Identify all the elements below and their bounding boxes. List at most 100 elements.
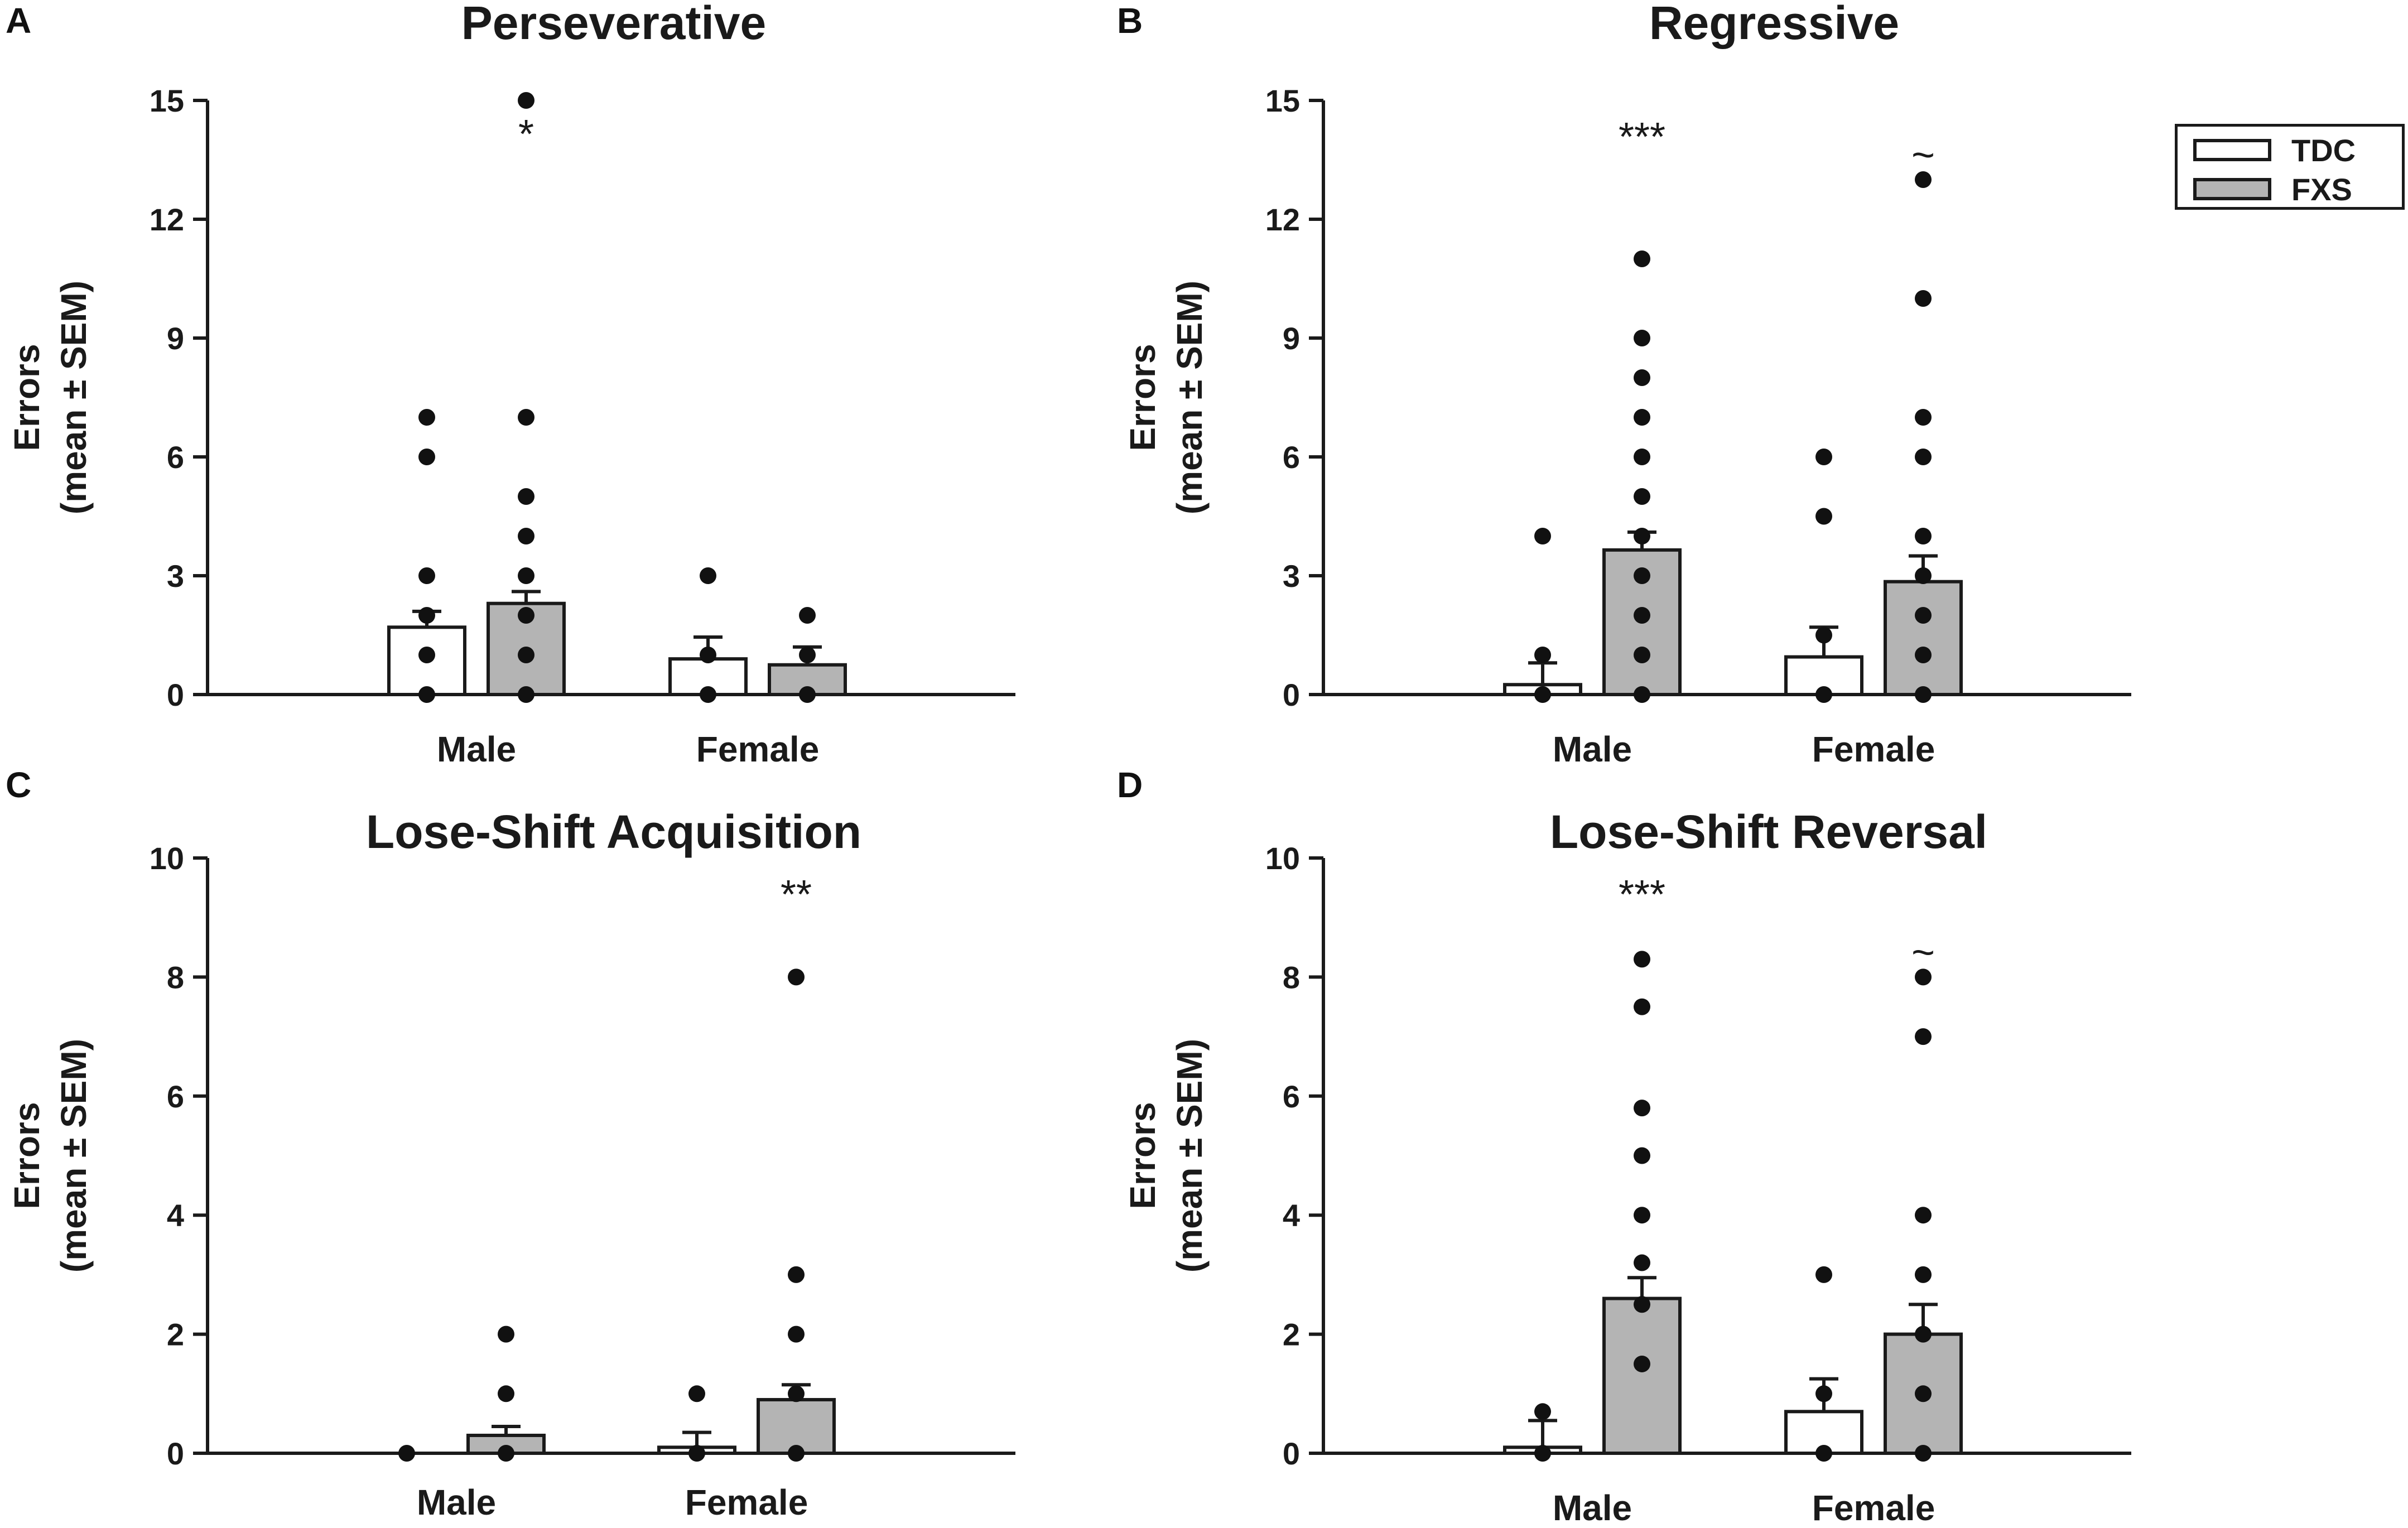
y-tick-label: 4: [167, 1198, 184, 1233]
data-point: [1915, 968, 1932, 986]
data-point: [1815, 449, 1832, 465]
data-point: [1634, 951, 1650, 968]
data-point: [518, 607, 534, 624]
data-point: [1534, 528, 1551, 544]
y-axis-label-line: (mean ± SEM): [1169, 1039, 1210, 1272]
data-point: [518, 528, 534, 544]
data-point: [1915, 1385, 1932, 1402]
data-point: [1634, 488, 1650, 505]
data-point: [1634, 1207, 1650, 1224]
data-point: [1815, 1266, 1832, 1283]
data-point: [518, 567, 534, 584]
chart-title: Lose-Shift Acquisition: [366, 806, 861, 858]
y-tick-label: 8: [1283, 960, 1300, 995]
data-point: [418, 686, 435, 703]
chart-title: Lose-Shift Reversal: [1550, 806, 1987, 858]
data-point: [498, 1445, 514, 1462]
y-tick-label: 12: [1265, 202, 1300, 237]
y-tick-label: 2: [167, 1317, 184, 1352]
y-tick-label: 15: [150, 83, 184, 118]
x-tick-label: Female: [1812, 729, 1935, 769]
legend-label: FXS: [2291, 171, 2352, 207]
data-point: [418, 607, 435, 624]
chart-perseverative: Perseverative Errors (mean ± SEM) 0 3 6 9 12 15 M…: [7, 0, 1015, 769]
data-point: [1634, 369, 1650, 386]
data-point: [788, 1445, 805, 1462]
significance-marker: ~: [1911, 133, 1935, 177]
legend: TDC FXS: [2175, 124, 2405, 210]
y-axis-label: Errors (mean ± SEM): [1123, 281, 1210, 514]
y-tick-label: 9: [167, 321, 184, 356]
data-point: [688, 1445, 705, 1462]
data-point: [1915, 607, 1932, 624]
y-axis-label-line: (mean ± SEM): [54, 281, 94, 514]
data-point: [1915, 449, 1932, 465]
data-point: [1634, 1147, 1650, 1164]
data-point: [1534, 1445, 1551, 1462]
y-axis-label: Errors (mean ± SEM): [7, 1039, 94, 1272]
data-point: [1634, 250, 1650, 267]
data-point: [1915, 528, 1932, 544]
x-tick-label: Male: [1553, 729, 1632, 769]
data-point: [688, 1385, 705, 1402]
bar-fxs-female: [768, 663, 847, 696]
data-point: [1634, 528, 1650, 544]
panel-c: C Lose-Shift Acquisition Errors (mean ± SE…: [0, 764, 1116, 1528]
legend-item-fxs: FXS: [2193, 171, 2352, 207]
significance-marker: *: [518, 112, 534, 157]
data-point: [788, 968, 805, 986]
data-point: [1634, 1296, 1650, 1313]
y-axis-label-line: Errors: [7, 1102, 47, 1209]
y-tick-label: 12: [150, 202, 184, 237]
panel-letter: C: [6, 765, 32, 805]
x-tick-label: Male: [417, 1482, 496, 1522]
x-tick-label: Male: [437, 729, 516, 769]
data-point: [1634, 409, 1650, 426]
y-axis-label-line: (mean ± SEM): [1169, 281, 1210, 514]
y-tick-label: 0: [1283, 677, 1300, 712]
data-point: [1634, 647, 1650, 663]
data-point: [1534, 647, 1551, 663]
data-point: [518, 409, 534, 426]
bar-fxs-female: [1884, 580, 1963, 697]
y-axis-label-line: Errors: [1123, 1102, 1163, 1209]
y-tick-label: 0: [167, 1436, 184, 1471]
y-tick-label: 0: [167, 677, 184, 712]
significance-marker: ~: [1911, 930, 1935, 975]
data-point: [1915, 1266, 1932, 1283]
data-point: [799, 607, 816, 624]
data-point: [1815, 508, 1832, 525]
data-point: [1915, 409, 1932, 426]
data-point: [1815, 1445, 1832, 1462]
data-point: [418, 647, 435, 663]
chart-lose-shift-acquisition: Lose-Shift Acquisition Errors (mean ± SEM)…: [7, 806, 1015, 1522]
data-point: [799, 686, 816, 703]
data-point: [498, 1325, 514, 1343]
data-point: [1634, 998, 1650, 1015]
data-point: [398, 1445, 415, 1462]
y-tick-label: 3: [167, 558, 184, 594]
y-tick-label: 2: [1283, 1317, 1300, 1352]
data-point: [518, 686, 534, 703]
y-tick-label: 15: [1265, 83, 1300, 118]
data-point: [700, 647, 716, 663]
data-point: [1634, 1100, 1650, 1117]
x-tick-label: Female: [1812, 1488, 1935, 1528]
chart-regressive: Regressive Errors (mean ± SEM) 0 3 6 9 12 15 Male…: [1123, 0, 2131, 769]
data-point: [418, 409, 435, 426]
y-axis-label-line: Errors: [1123, 344, 1163, 451]
data-point: [1915, 686, 1932, 703]
data-point: [1634, 686, 1650, 703]
panel-a: A Perseverative Errors (mean ± SEM) 0 3 6 9 12 1…: [0, 0, 1116, 769]
data-point: [1815, 1385, 1832, 1402]
y-tick-label: 8: [167, 960, 184, 995]
legend-swatch-fxs: [2193, 178, 2271, 200]
significance-marker: **: [781, 873, 812, 917]
data-point: [788, 1385, 805, 1402]
y-tick-label: 4: [1283, 1198, 1300, 1233]
x-tick-label: Female: [685, 1482, 808, 1522]
panel-letter: D: [1117, 765, 1143, 805]
data-point: [700, 567, 716, 584]
data-point: [1634, 607, 1650, 624]
